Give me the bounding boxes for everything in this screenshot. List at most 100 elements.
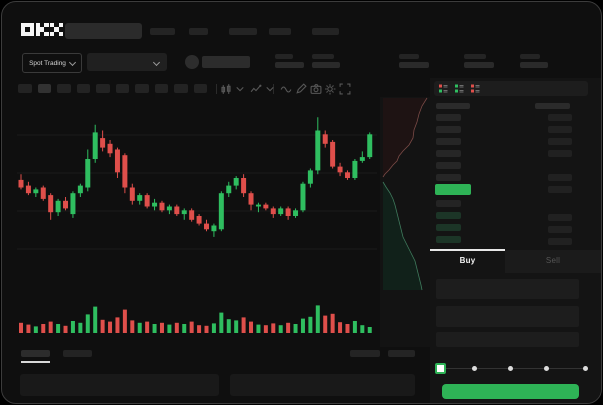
nav-item[interactable] <box>150 28 175 35</box>
camera-icon[interactable] <box>310 83 322 95</box>
stat-label-skeleton <box>312 54 334 59</box>
stat-label-skeleton <box>399 54 419 59</box>
ask-size-skeleton <box>548 150 572 157</box>
toolbar-divider <box>273 84 274 94</box>
stat-value-skeleton <box>520 62 548 68</box>
chevron-down-icon[interactable] <box>264 83 276 95</box>
toolbar-divider <box>216 84 217 94</box>
fullscreen-icon[interactable] <box>339 83 351 95</box>
timeframe-button[interactable] <box>135 84 149 93</box>
ask-size-skeleton <box>548 186 572 193</box>
volume-bars <box>19 305 372 333</box>
slider-step-dot[interactable] <box>472 366 477 371</box>
stat-label-skeleton <box>520 54 540 59</box>
sell-tab-bg <box>505 250 601 273</box>
orderbook-header-skeleton <box>436 103 470 109</box>
depth-chart <box>380 97 430 347</box>
bid-price-skeleton[interactable] <box>436 236 461 243</box>
candles <box>18 117 373 237</box>
bid-price-skeleton[interactable] <box>436 212 461 219</box>
bottom-bar-action[interactable] <box>388 350 415 357</box>
nav-item[interactable] <box>312 28 339 35</box>
total-input-skeleton[interactable] <box>436 332 579 347</box>
ask-price-skeleton[interactable] <box>436 150 461 157</box>
ask-price-skeleton[interactable] <box>436 174 461 181</box>
slider-step-dot[interactable] <box>508 366 513 371</box>
book-asks-icon[interactable] <box>470 83 481 94</box>
stat-value-skeleton <box>312 62 340 68</box>
chart-gridlines <box>17 134 377 250</box>
book-bids-icon[interactable] <box>454 83 465 94</box>
ask-size-skeleton <box>548 138 572 145</box>
stat-value-skeleton <box>464 62 494 68</box>
amount-input-skeleton[interactable] <box>436 306 579 327</box>
orderbook-header-skeleton <box>535 103 570 109</box>
timeframe-button[interactable] <box>57 84 71 93</box>
stat-label-skeleton <box>275 54 293 59</box>
chevron-down-icon[interactable] <box>234 83 246 95</box>
book-combined-icon[interactable] <box>438 83 449 94</box>
buy-tab-indicator <box>430 249 505 251</box>
candle-type-icon[interactable] <box>220 83 232 95</box>
bottom-panel-skeleton <box>230 374 415 396</box>
price-input-skeleton[interactable] <box>436 279 579 299</box>
bid-size-skeleton <box>548 226 572 233</box>
search-input[interactable] <box>65 23 142 39</box>
ask-size-skeleton <box>548 126 572 133</box>
price-skeleton <box>202 56 250 68</box>
ask-price-skeleton[interactable] <box>436 138 461 145</box>
amount-slider-handle[interactable] <box>435 363 446 374</box>
bottom-tab[interactable] <box>21 350 50 357</box>
tab-sell[interactable]: Sell <box>545 256 561 265</box>
amount-slider-track[interactable] <box>439 368 588 369</box>
timeframe-button[interactable] <box>18 84 32 93</box>
nav-item[interactable] <box>189 28 208 35</box>
bid-size-skeleton <box>548 214 572 221</box>
bottom-panel-skeleton <box>20 374 219 396</box>
ask-price-skeleton[interactable] <box>436 126 461 133</box>
logo-glyph-x <box>50 23 63 36</box>
market-type-label: Spot Trading <box>29 59 66 67</box>
last-price-badge[interactable] <box>435 184 471 195</box>
line-tool-icon[interactable] <box>280 83 292 95</box>
bid-size-skeleton <box>548 238 572 245</box>
timeframe-button[interactable] <box>154 84 168 93</box>
draw-icon[interactable] <box>295 83 307 95</box>
logo-glyph-k <box>35 23 49 36</box>
slider-step-dot[interactable] <box>544 366 549 371</box>
timeframe-button[interactable] <box>193 84 207 93</box>
coin-avatar <box>185 55 199 69</box>
stat-value-skeleton <box>275 62 304 68</box>
chevron-down-icon <box>152 58 161 67</box>
buy-button[interactable] <box>442 384 579 399</box>
indicators-icon[interactable] <box>250 83 262 95</box>
stat-value-skeleton <box>399 62 429 68</box>
bottom-tab-indicator <box>21 361 50 363</box>
market-type-dropdown[interactable]: Spot Trading <box>22 53 82 73</box>
timeframe-button[interactable] <box>96 84 110 93</box>
chevron-down-icon <box>68 58 76 66</box>
ask-price-skeleton[interactable] <box>436 114 461 121</box>
stat-label-skeleton <box>464 54 486 59</box>
tab-buy[interactable]: Buy <box>459 256 476 265</box>
timeframe-button[interactable] <box>174 84 188 93</box>
logo-glyph-o <box>21 23 34 36</box>
ask-size-skeleton <box>548 174 572 181</box>
ask-price-skeleton[interactable] <box>436 162 461 169</box>
timeframe-button[interactable] <box>115 84 129 93</box>
slider-step-dot[interactable] <box>583 366 588 371</box>
okx-logo[interactable] <box>21 23 65 36</box>
mid-row-skeleton <box>436 200 461 207</box>
pair-select[interactable] <box>87 53 167 71</box>
bottom-bar-action[interactable] <box>350 350 380 357</box>
bottom-tab[interactable] <box>63 350 92 357</box>
nav-item[interactable] <box>269 28 291 35</box>
ask-size-skeleton <box>548 114 572 121</box>
timeframe-button[interactable] <box>37 84 51 93</box>
timeframe-button[interactable] <box>76 84 90 93</box>
nav-item[interactable] <box>229 28 257 35</box>
settings-icon[interactable] <box>324 83 336 95</box>
bid-price-skeleton[interactable] <box>436 224 461 231</box>
